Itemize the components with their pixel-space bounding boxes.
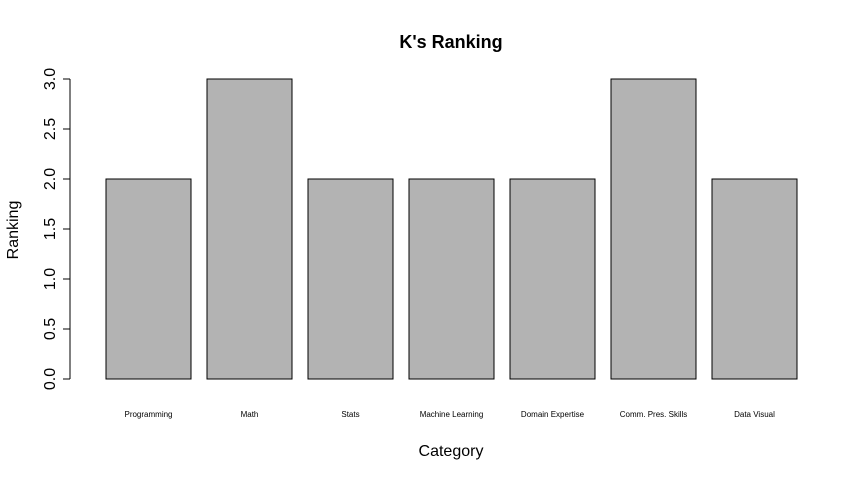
x-tick-label: Programming — [124, 410, 172, 419]
x-tick-label: Domain Expertise — [521, 410, 585, 419]
y-axis-title: Ranking — [5, 201, 22, 260]
x-tick-label: Stats — [341, 410, 359, 419]
y-tick-label: 0.5 — [42, 318, 59, 340]
x-tick-label: Data Visual — [734, 410, 775, 419]
y-tick-label: 0.0 — [42, 368, 59, 390]
y-tick-label: 3.0 — [42, 68, 59, 90]
x-tick-labels-group: Programming Math Stats Machine Learning Doma… — [124, 410, 775, 419]
bar — [206, 78, 293, 380]
x-axis-title: Category — [419, 443, 484, 460]
bar — [307, 178, 394, 380]
x-tick-label: Comm. Pres. Skills — [620, 410, 688, 419]
x-tick-label: Machine Learning — [420, 410, 484, 419]
bar — [408, 178, 495, 380]
y-tick-label: 2.0 — [42, 168, 59, 190]
bars-group — [105, 78, 798, 380]
y-axis: 0.0 0.5 1.0 1.5 2.0 2.5 3.0 — [42, 68, 71, 390]
bar — [509, 178, 596, 380]
bar — [711, 178, 798, 380]
chart-title: K's Ranking — [399, 32, 502, 52]
bar — [105, 178, 192, 380]
y-tick-label: 1.5 — [42, 218, 59, 240]
x-tick-label: Math — [241, 410, 259, 419]
y-tick-label: 2.5 — [42, 118, 59, 140]
bar — [610, 78, 697, 380]
y-tick-label: 1.0 — [42, 268, 59, 290]
